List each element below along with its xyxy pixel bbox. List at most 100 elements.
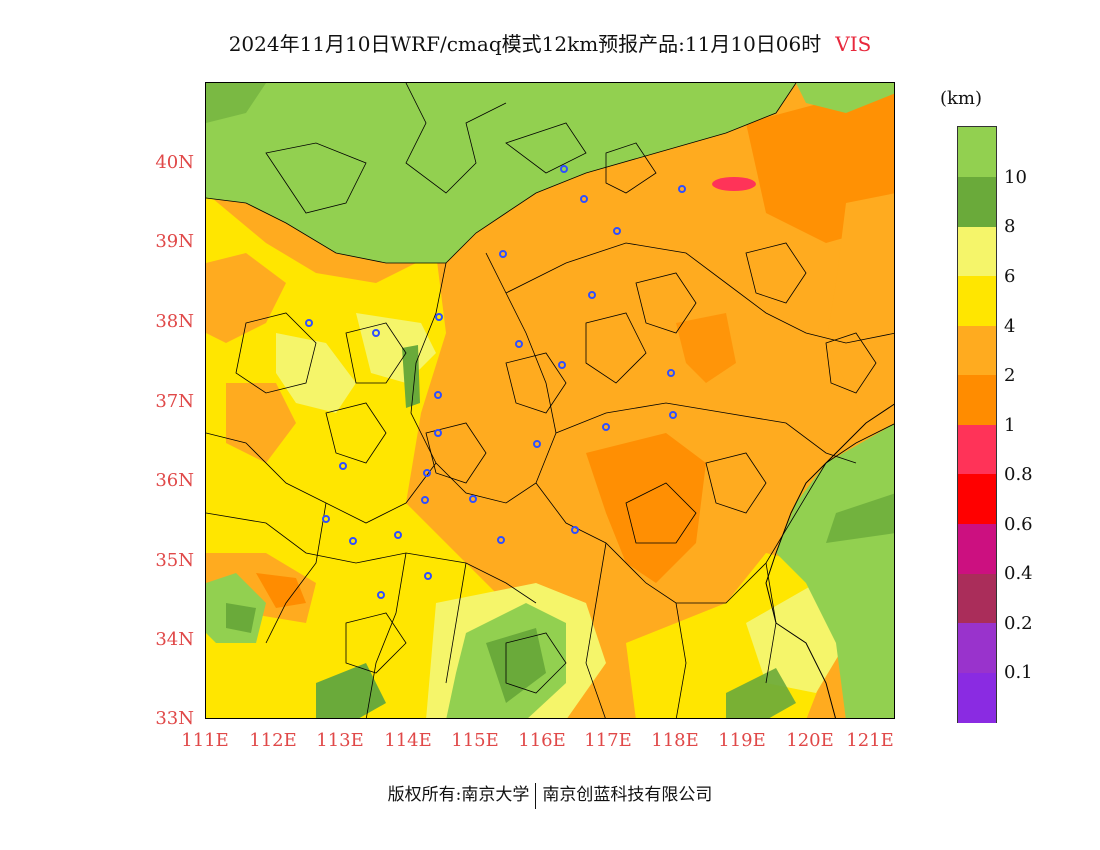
- city-marker: [678, 185, 686, 193]
- legend-label: 0.6: [1004, 514, 1033, 535]
- lon-label: 112E: [249, 730, 297, 751]
- legend-colorbar: [957, 126, 997, 723]
- legend-swatch: [958, 524, 996, 574]
- city-marker: [305, 319, 313, 327]
- lat-label: 36N: [155, 470, 194, 491]
- lat-label: 37N: [155, 391, 194, 412]
- city-marker: [515, 340, 523, 348]
- lon-label: 117E: [584, 730, 632, 751]
- city-marker: [571, 526, 579, 534]
- city-marker: [469, 495, 477, 503]
- city-marker: [580, 195, 588, 203]
- legend-label: 2: [1004, 365, 1016, 386]
- field-dark-green-coast: [826, 493, 894, 543]
- city-marker: [558, 361, 566, 369]
- city-marker: [435, 313, 443, 321]
- city-marker: [669, 411, 677, 419]
- legend-label: 4: [1004, 316, 1016, 337]
- lat-label: 35N: [155, 550, 194, 571]
- admin-boundaries: [206, 83, 894, 718]
- city-marker: [602, 423, 610, 431]
- city-marker: [497, 536, 505, 544]
- legend-label: 1: [1004, 415, 1016, 436]
- title-variable: VIS: [835, 32, 872, 56]
- field-yellow-bohai: [826, 193, 894, 423]
- city-marker: [372, 329, 380, 337]
- field-orange-west2: [226, 383, 296, 463]
- city-marker: [394, 531, 402, 539]
- lon-label: 121E: [846, 730, 894, 751]
- city-marker: [424, 572, 432, 580]
- city-marker: [667, 369, 675, 377]
- legend-swatch: [958, 177, 996, 227]
- lat-label: 40N: [155, 152, 194, 173]
- legend-unit: (km): [940, 88, 983, 109]
- field-dark-green-central: [402, 345, 420, 408]
- field-orange-west: [206, 253, 286, 343]
- lon-label: 118E: [651, 730, 699, 751]
- city-marker: [421, 496, 429, 504]
- city-marker: [533, 440, 541, 448]
- field-green-north: [206, 83, 796, 263]
- title-main: 2024年11月10日WRF/cmaq模式12km预报产品:11月10日06时: [228, 32, 822, 56]
- city-marker: [423, 469, 431, 477]
- legend-swatch: [958, 227, 996, 277]
- legend-swatch: [958, 574, 996, 624]
- legend-swatch: [958, 276, 996, 326]
- lon-label: 113E: [316, 730, 364, 751]
- city-marker: [339, 462, 347, 470]
- page-title: 2024年11月10日WRF/cmaq模式12km预报产品:11月10日06时 V…: [0, 28, 1100, 57]
- copyright-footer: 版权所有:南京大学 南京创蓝科技有限公司: [0, 780, 1100, 809]
- legend-swatch: [958, 673, 996, 723]
- city-marker: [434, 391, 442, 399]
- map-panel[interactable]: [205, 82, 895, 719]
- legend-label: 0.2: [1004, 613, 1033, 634]
- legend-label: 0.8: [1004, 464, 1033, 485]
- legend-label: 0.4: [1004, 563, 1033, 584]
- city-marker: [349, 537, 357, 545]
- copyright-right: 南京创蓝科技有限公司: [542, 785, 713, 805]
- legend-swatch: [958, 425, 996, 475]
- legend-swatch: [958, 375, 996, 425]
- lat-label: 34N: [155, 629, 194, 650]
- field-dark-green-sw: [226, 603, 256, 633]
- city-marker: [613, 227, 621, 235]
- coastline: [765, 403, 894, 718]
- city-marker: [499, 250, 507, 258]
- city-marker: [377, 591, 385, 599]
- legend-label: 10: [1004, 167, 1027, 188]
- lon-label: 120E: [786, 730, 834, 751]
- legend-swatch: [958, 623, 996, 673]
- legend-label: 6: [1004, 266, 1016, 287]
- field-green-ne-corner: [796, 83, 894, 113]
- legend-label: 0.1: [1004, 662, 1033, 683]
- field-0-8-1km-patch: [712, 177, 756, 191]
- visibility-map[interactable]: [206, 83, 895, 719]
- field-1-2km-ne: [676, 313, 736, 383]
- field-1-2km-central: [586, 433, 706, 583]
- lon-label: 116E: [518, 730, 566, 751]
- lon-label: 114E: [384, 730, 432, 751]
- lon-label: 111E: [181, 730, 229, 751]
- legend-swatch: [958, 326, 996, 376]
- city-marker: [434, 429, 442, 437]
- field-pale-west: [276, 333, 356, 413]
- lon-label: 119E: [718, 730, 766, 751]
- field-dark-green-south: [486, 628, 546, 703]
- legend-swatch: [958, 474, 996, 524]
- legend-swatch: [958, 127, 996, 177]
- city-marker: [588, 291, 596, 299]
- copyright-left: 版权所有:南京大学: [387, 785, 530, 805]
- lat-label: 33N: [155, 708, 194, 729]
- lon-label: 115E: [451, 730, 499, 751]
- lat-label: 38N: [155, 311, 194, 332]
- field-dark-green-n: [206, 83, 266, 123]
- city-marker: [560, 165, 568, 173]
- lat-label: 39N: [155, 231, 194, 252]
- field-green-southeast-hills: [726, 668, 796, 718]
- city-markers: [305, 165, 686, 599]
- legend-label: 8: [1004, 216, 1016, 237]
- copyright-separator: [535, 782, 537, 809]
- city-marker: [322, 515, 330, 523]
- field-orange-1-2-sw: [256, 573, 306, 608]
